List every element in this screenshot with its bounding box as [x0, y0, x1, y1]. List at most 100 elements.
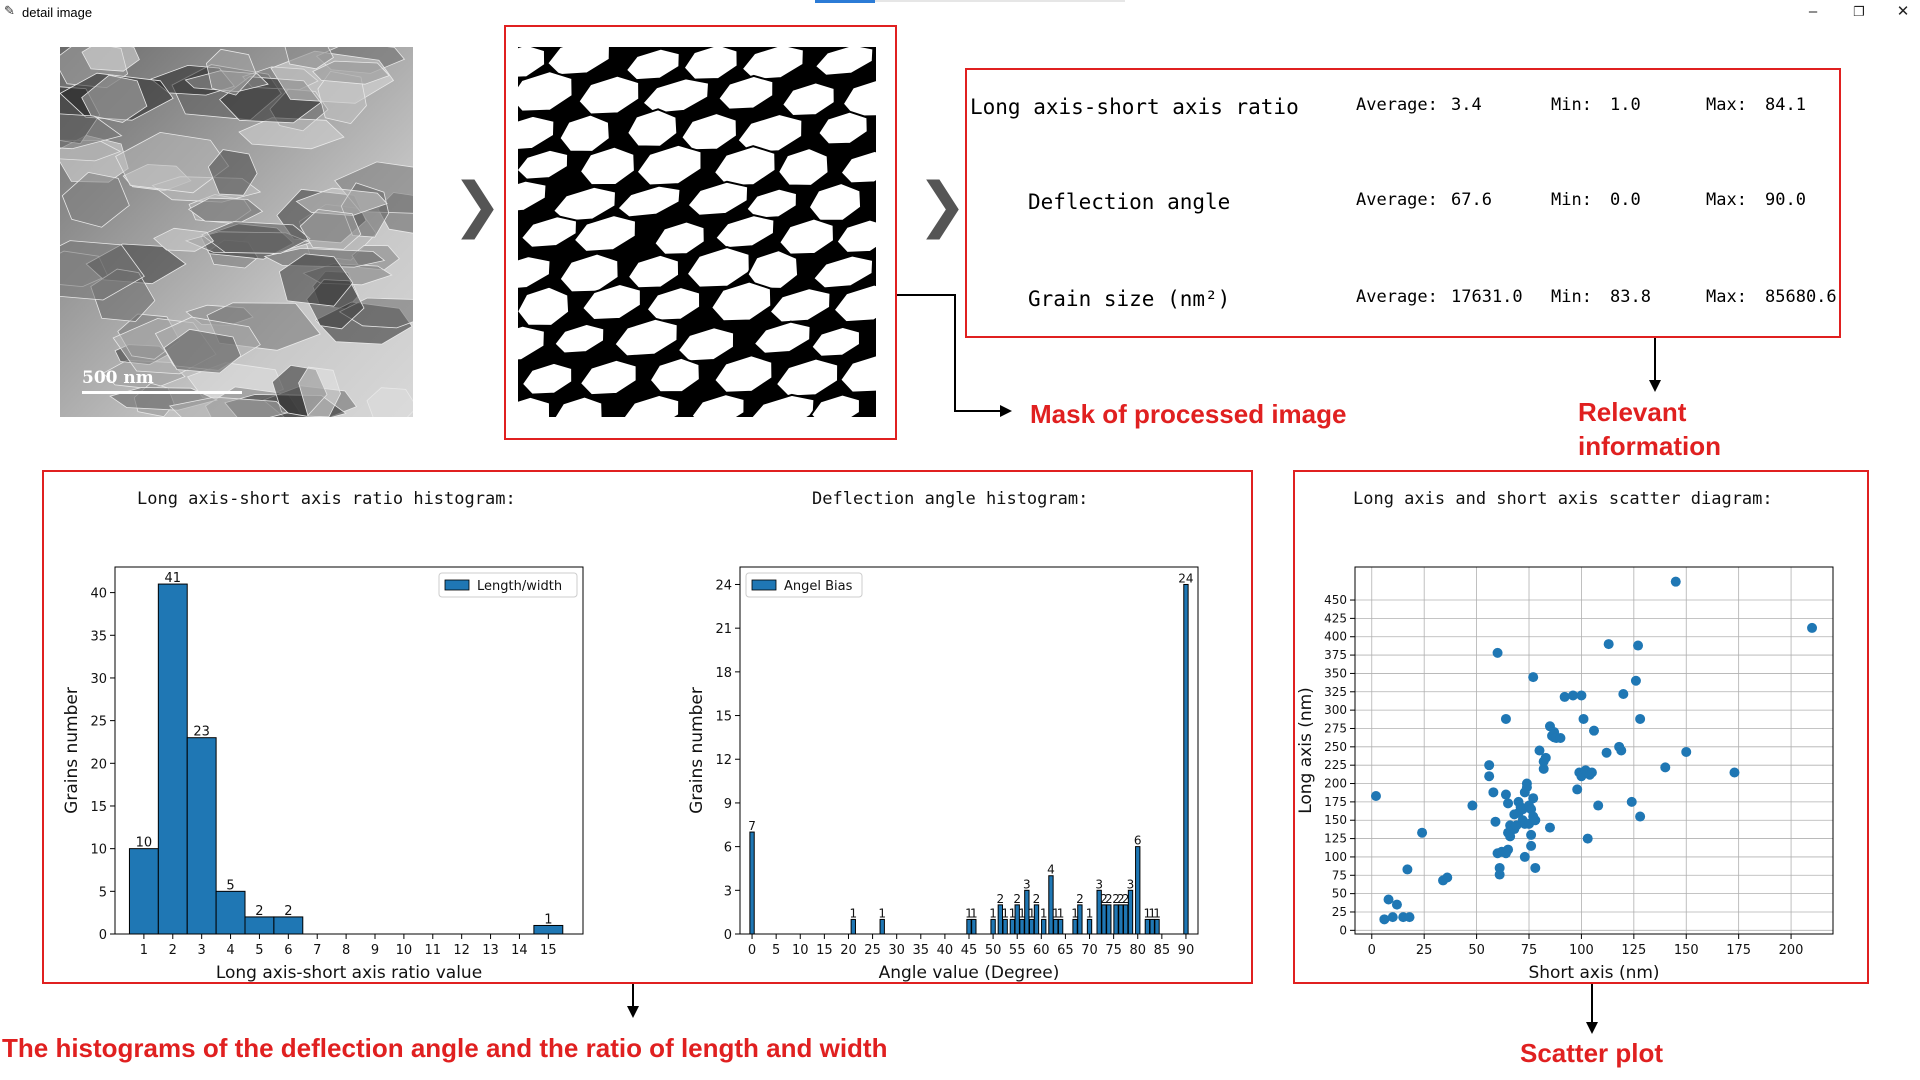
x-tick-label: 2 [169, 943, 177, 958]
scatter-point [1670, 576, 1681, 587]
bar-value-label: 2 [1076, 892, 1084, 906]
minimize-icon[interactable]: – [1808, 3, 1818, 20]
bar-value-label: 24 [1178, 571, 1193, 585]
histogram-bar [1009, 918, 1016, 935]
tem-grain [299, 208, 362, 250]
histogram-bar [157, 583, 188, 935]
x-tick-label: 80 [1129, 943, 1146, 958]
x-tick-label: 60 [1033, 943, 1050, 958]
x-tick-label: 4 [226, 943, 234, 958]
x-tick-label: 75 [1521, 943, 1538, 958]
legend-label: Length/width [477, 579, 562, 594]
y-tick-label: 425 [1324, 611, 1347, 625]
info-min-value: 83.8 [1610, 287, 1651, 307]
active-tab-indicator [815, 0, 875, 3]
bar-value-label: 1 [1001, 906, 1009, 920]
histogram-bar [1029, 918, 1035, 935]
x-tick-label: 0 [748, 943, 756, 958]
x-tick-label: 85 [1154, 943, 1171, 958]
histogram-bar [879, 918, 885, 935]
scale-bar-label: 500 nm [82, 368, 154, 388]
y-tick-label: 0 [99, 928, 107, 943]
info-average-value: 67.6 [1451, 190, 1492, 210]
mask-grain [558, 113, 611, 153]
info-max-value: 85680.6 [1765, 287, 1837, 307]
feather-icon: ✎ [4, 3, 15, 18]
histogram-bar [273, 916, 304, 935]
mask-grain [552, 395, 604, 417]
x-tick-label: 45 [961, 943, 978, 958]
mask-grain [518, 324, 546, 364]
scatter-point [1582, 833, 1593, 844]
scatter-point [1521, 782, 1532, 793]
x-tick-label: 3 [198, 943, 206, 958]
title-bar: ✎ detail image – ❐ ✕ [0, 0, 1920, 24]
restore-icon[interactable]: ❐ [1853, 4, 1865, 19]
bar-value-label: 2 [1033, 892, 1041, 906]
annotation-scatter: Scatter plot [1520, 1038, 1664, 1068]
x-tick-label: 12 [453, 943, 470, 958]
mask-grain [518, 70, 574, 113]
mask-grain [813, 47, 875, 77]
bar-value-label: 2 [255, 904, 263, 919]
histogram-bar [1106, 904, 1112, 935]
x-tick-label: 55 [1009, 943, 1026, 958]
histogram-bar [1149, 918, 1155, 935]
mask-grain [578, 145, 636, 187]
histogram-bar [128, 848, 159, 935]
bar-value-label: 3 [1095, 877, 1103, 891]
angle-histogram-title: Deflection angle histogram: [812, 489, 1089, 509]
close-icon[interactable]: ✕ [1896, 3, 1910, 20]
x-tick-label: 15 [816, 943, 833, 958]
scatter-point [1503, 844, 1514, 855]
histogram-bar [1019, 918, 1025, 935]
histogram-bar [1144, 918, 1151, 935]
histograms-frame [42, 470, 1253, 984]
mask-grain [653, 220, 706, 256]
annotation-mask: Mask of processed image [1030, 399, 1347, 429]
scatter-point [1626, 796, 1637, 807]
x-tick-label: 15 [540, 943, 557, 958]
info-max-label: Max: [1706, 95, 1747, 115]
legend-label: Angel Bias [784, 579, 853, 594]
mask-grain [545, 47, 611, 77]
tem-grain [298, 366, 341, 417]
scatter-point [1402, 864, 1413, 875]
histogram-bar [1033, 904, 1040, 935]
tem-grain [81, 74, 148, 123]
scatter-point [1568, 690, 1579, 701]
histogram-bar [1041, 918, 1047, 935]
scatter-point [1391, 899, 1402, 910]
histogram-bar [1077, 904, 1083, 935]
x-tick-label: 5 [772, 943, 780, 958]
histogram-bar [850, 918, 856, 935]
bar-value-label: 2 [1105, 892, 1113, 906]
x-axis-label: Long axis-short axis ratio value [216, 963, 482, 983]
y-tick-label: 225 [1324, 758, 1347, 772]
info-min-value: 1.0 [1610, 95, 1641, 115]
scatter-point [1630, 675, 1641, 686]
scatter-point [1540, 752, 1551, 763]
x-tick-label: 6 [284, 943, 292, 958]
histogram-bar [1002, 918, 1008, 935]
mask-grain [811, 254, 875, 290]
x-tick-label: 200 [1779, 943, 1804, 958]
histogram-bar [966, 918, 972, 935]
scatter-point [1503, 798, 1514, 809]
info-row-label: Deflection angle [1028, 190, 1231, 214]
y-tick-label: 9 [724, 797, 732, 812]
mask-grain [810, 325, 861, 358]
tab-strip [875, 0, 1125, 2]
scatter-arrow [1586, 984, 1598, 1034]
mask-grain [624, 47, 681, 82]
scatter-point [1635, 811, 1646, 822]
annotation-relevant-line1: Relevant [1578, 397, 1687, 427]
tem-image-graphic [60, 47, 413, 417]
y-tick-label: 0 [724, 928, 732, 943]
y-tick-label: 400 [1324, 630, 1347, 644]
scatter-point [1616, 745, 1627, 756]
y-tick-label: 20 [90, 757, 107, 772]
bar-value-label: 1 [989, 906, 997, 920]
y-tick-label: 25 [1332, 905, 1347, 919]
y-tick-label: 12 [715, 753, 732, 768]
